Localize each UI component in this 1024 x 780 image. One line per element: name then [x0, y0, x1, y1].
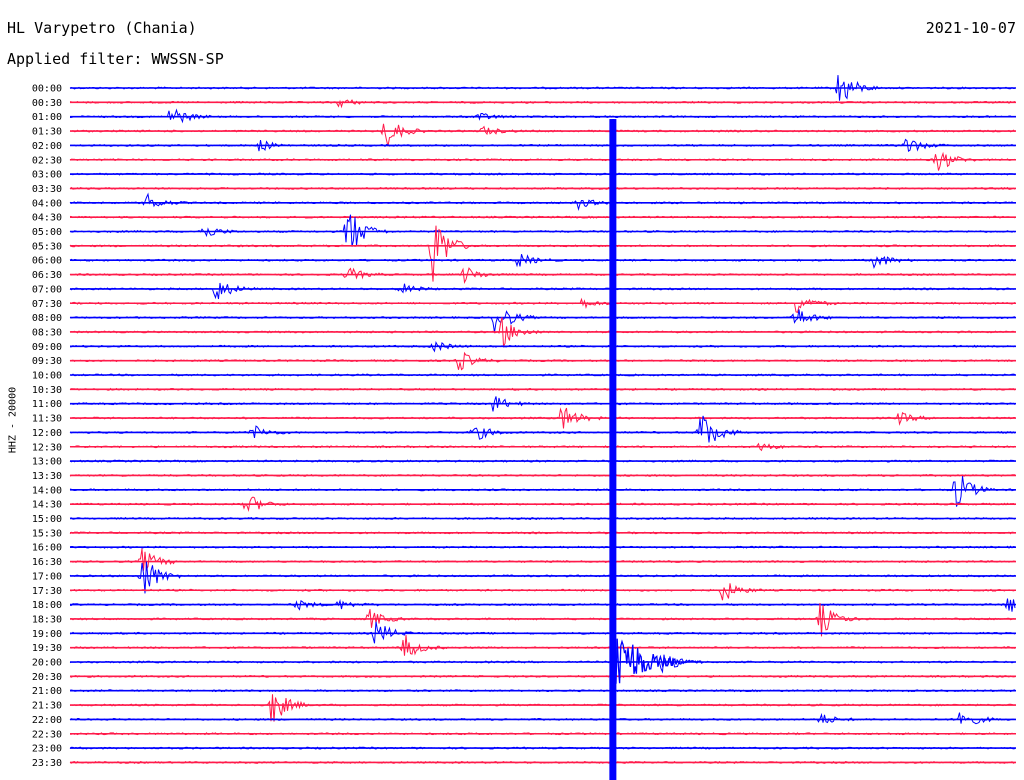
row-time-label: 17:00 [32, 571, 62, 582]
row-time-label: 03:00 [32, 170, 62, 181]
traces [69, 75, 1016, 765]
row-time-label: 21:30 [32, 701, 62, 712]
row-time-label: 05:30 [32, 241, 62, 252]
row-time-label: 20:30 [32, 672, 62, 683]
row-time-label: 10:00 [32, 371, 62, 382]
row-time-label: 08:00 [32, 313, 62, 324]
row-time-label: 14:00 [32, 485, 62, 496]
row-time-label: 10:30 [32, 385, 62, 396]
row-time-label: 01:30 [32, 127, 62, 138]
row-time-label: 19:30 [32, 643, 62, 654]
trace-row [69, 214, 1016, 247]
trace-row [69, 561, 1016, 594]
row-time-label: 16:00 [32, 543, 62, 554]
row-time-label: 09:00 [32, 342, 62, 353]
row-time-label: 04:00 [32, 198, 62, 209]
trace-row [69, 192, 1016, 211]
row-time-label: 19:00 [32, 629, 62, 640]
trace-row [69, 415, 1016, 443]
trace-row [69, 583, 1016, 601]
row-time-label: 15:00 [32, 514, 62, 525]
row-time-label: 12:00 [32, 428, 62, 439]
row-time-label: 00:00 [32, 84, 62, 95]
row-time-label: 12:30 [32, 442, 62, 453]
row-time-label: 11:30 [32, 414, 62, 425]
row-time-label: 06:00 [32, 256, 62, 267]
trace-row [69, 151, 1016, 171]
trace-row [69, 654, 1016, 674]
trace-row [69, 694, 1016, 722]
main-event-coda [611, 638, 702, 706]
trace-row [69, 476, 1016, 507]
row-time-label: 21:00 [32, 686, 62, 697]
trace-row [69, 297, 1016, 314]
trace-row [69, 548, 1016, 572]
row-time-label: 07:00 [32, 284, 62, 295]
row-time-label: 18:00 [32, 600, 62, 611]
row-time-label: 23:00 [32, 744, 62, 755]
row-time-label: 11:00 [32, 399, 62, 410]
row-time-label: 01:00 [32, 112, 62, 123]
trace-row [69, 282, 1016, 300]
row-time-label: 13:30 [32, 471, 62, 482]
row-time-label: 08:30 [32, 327, 62, 338]
row-time-label: 07:30 [32, 299, 62, 310]
filter-label: Applied filter: WWSSN-SP [7, 50, 224, 68]
row-time-label: 05:00 [32, 227, 62, 238]
row-time-label: 16:30 [32, 557, 62, 568]
trace-row [69, 309, 1016, 333]
row-time-label: 02:30 [32, 155, 62, 166]
trace-row [69, 351, 1016, 371]
trace-row [69, 99, 1016, 109]
trace-row [69, 123, 1016, 147]
trace-row [69, 712, 1016, 725]
trace-row [69, 225, 1016, 282]
row-time-label: 23:30 [32, 758, 62, 769]
row-time-label: 17:30 [32, 586, 62, 597]
row-time-label: 09:30 [32, 356, 62, 367]
station-name: HL Varypetro (Chania) [7, 19, 197, 37]
row-time-label: 00:30 [32, 98, 62, 109]
row-time-label: 04:30 [32, 213, 62, 224]
row-time-label: 22:00 [32, 715, 62, 726]
record-date: 2021-10-07 [925, 19, 1016, 37]
trace-row [69, 634, 1016, 656]
row-time-label: 20:00 [32, 658, 62, 669]
row-time-label: 02:00 [32, 141, 62, 152]
row-time-label: 03:30 [32, 184, 62, 195]
row-time-label: 13:00 [32, 457, 62, 468]
row-time-label: 18:30 [32, 614, 62, 625]
row-time-label: 15:30 [32, 528, 62, 539]
row-time-label: 14:30 [32, 500, 62, 511]
row-time-label: 06:30 [32, 270, 62, 281]
row-time-label: 22:30 [32, 729, 62, 740]
